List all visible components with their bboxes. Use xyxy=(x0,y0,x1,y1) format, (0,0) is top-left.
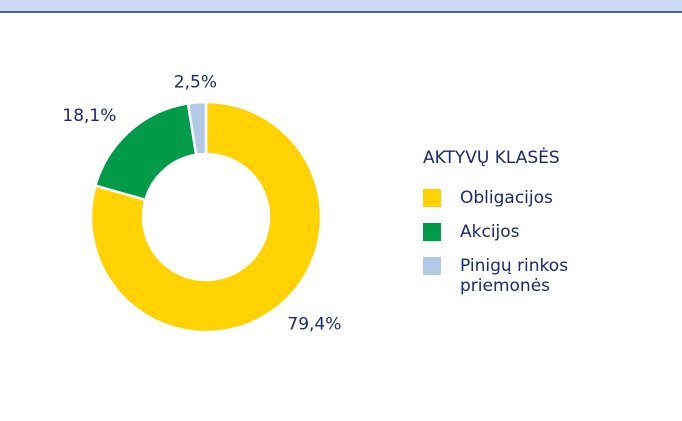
legend-label: Akcijos xyxy=(460,222,520,242)
legend-label: Pinigų rinkos priemonės xyxy=(460,256,569,296)
data-label: 79,4% xyxy=(287,315,341,335)
legend: AKTYVŲ KLASĖS Obligacijos Akcijos Pinigų r… xyxy=(423,148,623,310)
legend-item: Pinigų rinkos priemonės xyxy=(423,256,623,296)
top-band xyxy=(0,0,682,12)
legend-item: Akcijos xyxy=(423,222,623,242)
legend-swatch xyxy=(423,223,441,241)
legend-label: Obligacijos xyxy=(460,188,553,208)
legend-swatch xyxy=(423,189,441,207)
legend-title: AKTYVŲ KLASĖS xyxy=(423,148,560,168)
donut-slice xyxy=(89,100,323,334)
legend-swatch xyxy=(423,257,441,275)
donut-slice xyxy=(186,100,208,157)
data-label: 18,1% xyxy=(62,106,116,126)
data-label: 2,5% xyxy=(174,72,217,92)
legend-item: Obligacijos xyxy=(423,188,623,208)
